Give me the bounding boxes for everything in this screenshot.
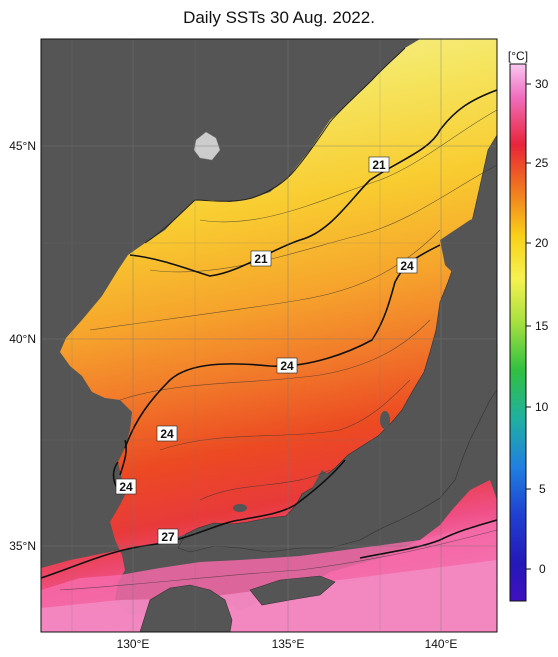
svg-text:24: 24 — [119, 480, 133, 494]
japan-shikoku — [249, 575, 336, 606]
contour-label-21-a: 21 — [368, 156, 390, 173]
lat-label-40: 40°N — [9, 332, 36, 346]
japan-honshu — [177, 134, 497, 553]
svg-text:24: 24 — [280, 359, 294, 373]
contour-label-27: 27 — [157, 528, 179, 545]
contour-label-24-d: 24 — [115, 478, 137, 495]
lon-label-130: 130°E — [117, 637, 150, 651]
colorbar-tick-10: 10 — [535, 400, 549, 414]
colorbar-tick-25: 25 — [535, 156, 549, 170]
sea-area — [41, 39, 497, 632]
lon-label-135: 135°E — [272, 637, 305, 651]
colorbar-tick-0: 0 — [539, 562, 546, 576]
svg-text:24: 24 — [160, 427, 174, 441]
svg-text:27: 27 — [161, 530, 175, 544]
contour-label-24-c: 24 — [156, 425, 178, 442]
japan-kyushu — [139, 584, 233, 632]
contour-label-21-b: 21 — [250, 250, 272, 267]
colorbar — [509, 63, 527, 602]
graticule — [41, 39, 497, 632]
map-title: Daily SSTs 30 Aug. 2022. — [183, 8, 375, 27]
svg-text:21: 21 — [372, 158, 386, 172]
svg-text:21: 21 — [254, 252, 268, 266]
contour-label-24-b: 24 — [276, 357, 298, 374]
colorbar-ticks — [526, 83, 531, 570]
lat-label-45: 45°N — [9, 139, 36, 153]
lon-label-140: 140°E — [425, 637, 458, 651]
colorbar-tick-20: 20 — [535, 236, 549, 250]
lat-label-35: 35°N — [9, 539, 36, 553]
colorbar-tick-5: 5 — [539, 482, 546, 496]
colorbar-tick-15: 15 — [535, 319, 549, 333]
colorbar-tick-30: 30 — [535, 77, 549, 91]
svg-text:24: 24 — [400, 259, 414, 273]
colorbar-unit: [°C] — [508, 49, 528, 63]
contour-label-24-a: 24 — [396, 257, 418, 274]
map-frame — [40, 38, 498, 633]
